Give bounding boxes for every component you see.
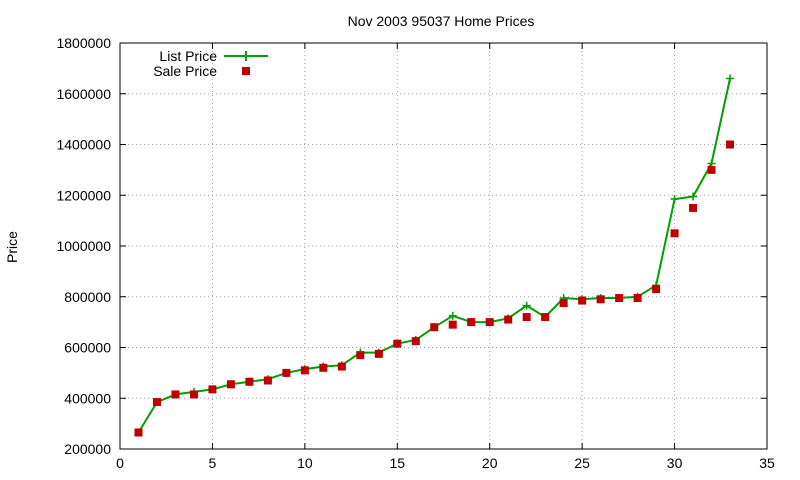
x-tick-label: 0: [116, 455, 124, 471]
legend-label-list-price: List Price: [159, 48, 217, 64]
x-tick-label: 35: [759, 455, 775, 471]
x-tick-label: 15: [389, 455, 405, 471]
sale-price-point: [522, 313, 531, 322]
x-tick-label: 20: [482, 455, 498, 471]
sale-price-point: [356, 351, 365, 360]
sale-price-point: [689, 203, 698, 212]
list-price-point: [726, 74, 735, 83]
sale-price-point: [504, 315, 513, 324]
sale-price-point: [337, 362, 346, 371]
sale-price-point: [411, 337, 420, 346]
y-tick-label: 600000: [64, 340, 111, 356]
x-tick-labels: 0 5 10 15 20 25 30 35: [116, 455, 775, 471]
y-tick-label: 1600000: [56, 86, 111, 102]
legend-entry-list-price: List Price: [159, 48, 268, 64]
sale-price-point: [467, 318, 476, 327]
sale-price-point: [652, 285, 661, 294]
sale-price-point: [559, 299, 568, 308]
x-tick-label: 10: [297, 455, 313, 471]
sale-price-point: [300, 366, 309, 375]
sale-price-point: [596, 295, 605, 304]
sale-price-point: [374, 349, 383, 358]
x-tick-label: 30: [667, 455, 683, 471]
sale-price-point: [615, 294, 624, 303]
sale-price-point: [171, 390, 180, 399]
y-tick-label: 1400000: [56, 137, 111, 153]
legend: List Price Sale Price: [153, 48, 268, 79]
sale-price-point: [189, 390, 198, 399]
series: [134, 74, 735, 437]
sale-price-point: [208, 385, 217, 394]
sale-price-point: [670, 229, 679, 238]
sale-price-point: [245, 377, 254, 386]
sale-price-point: [282, 368, 291, 377]
y-tick-label: 200000: [64, 441, 111, 457]
y-tick-label: 1200000: [56, 187, 111, 203]
sale-price-point: [541, 313, 550, 322]
y-tick-label: 400000: [64, 390, 111, 406]
list-price-point: [522, 301, 531, 310]
list-price-point: [670, 195, 679, 204]
sale-price-point: [726, 140, 735, 149]
sale-price-point: [393, 339, 402, 348]
legend-label-sale-price: Sale Price: [153, 63, 217, 79]
sale-price-point: [633, 294, 642, 303]
chart-title: Nov 2003 95037 Home Prices: [348, 13, 535, 29]
sale-price-point: [578, 296, 587, 305]
y-tick-label: 1800000: [56, 35, 111, 51]
sale-price-point: [485, 318, 494, 327]
sale-price-point: [319, 363, 328, 372]
sale-price-point: [226, 380, 235, 389]
legend-entry-sale-price: Sale Price: [153, 63, 250, 79]
y-tick-label: 800000: [64, 289, 111, 305]
axis-ticks: [119, 42, 768, 450]
y-tick-label: 1000000: [56, 238, 111, 254]
x-tick-label: 5: [209, 455, 217, 471]
y-tick-labels: 200000 400000 600000 800000 1000000 1200000 14…: [56, 35, 111, 457]
x-tick-label: 25: [574, 455, 590, 471]
sale-price-point: [707, 165, 716, 174]
y-axis-label: Price: [4, 231, 20, 263]
sale-price-point: [263, 376, 272, 385]
legend-marker-list-price: [241, 51, 251, 61]
sale-price-point: [430, 323, 439, 332]
legend-marker-sale-price: [242, 67, 250, 75]
sale-price-point: [134, 428, 143, 437]
sale-price-point: [152, 398, 161, 407]
list-price-point: [689, 192, 698, 201]
list-price-point: [448, 311, 457, 320]
sale-price-point: [448, 320, 457, 329]
